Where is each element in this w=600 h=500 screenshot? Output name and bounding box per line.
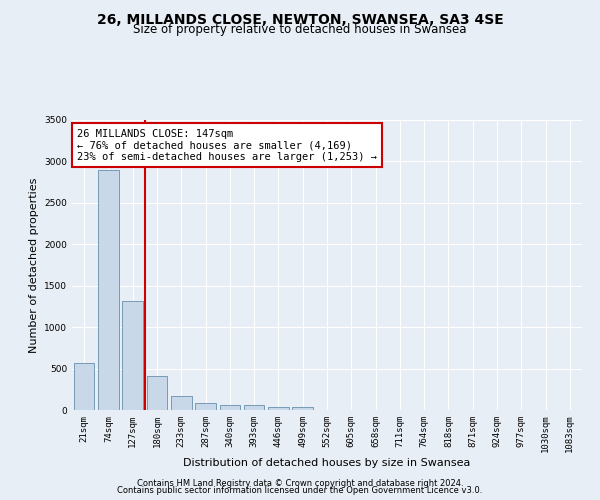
Text: Contains HM Land Registry data © Crown copyright and database right 2024.: Contains HM Land Registry data © Crown c… [137,478,463,488]
Text: Size of property relative to detached houses in Swansea: Size of property relative to detached ho… [133,22,467,36]
Bar [122,300,143,410]
Text: 26 MILLANDS CLOSE: 147sqm
← 76% of detached houses are smaller (4,169)
23% of se: 26 MILLANDS CLOSE: 147sqm ← 76% of detac… [77,128,377,162]
Text: 26, MILLANDS CLOSE, NEWTON, SWANSEA, SA3 4SE: 26, MILLANDS CLOSE, NEWTON, SWANSEA, SA3… [97,12,503,26]
Y-axis label: Number of detached properties: Number of detached properties [29,178,38,352]
X-axis label: Distribution of detached houses by size in Swansea: Distribution of detached houses by size … [184,458,470,468]
Bar [195,404,216,410]
Bar [268,406,289,410]
Bar [220,406,240,410]
Text: Contains public sector information licensed under the Open Government Licence v3: Contains public sector information licen… [118,486,482,495]
Bar [146,376,167,410]
Bar [292,406,313,410]
Bar [171,396,191,410]
Bar [74,363,94,410]
Bar [98,170,119,410]
Bar [244,406,265,410]
